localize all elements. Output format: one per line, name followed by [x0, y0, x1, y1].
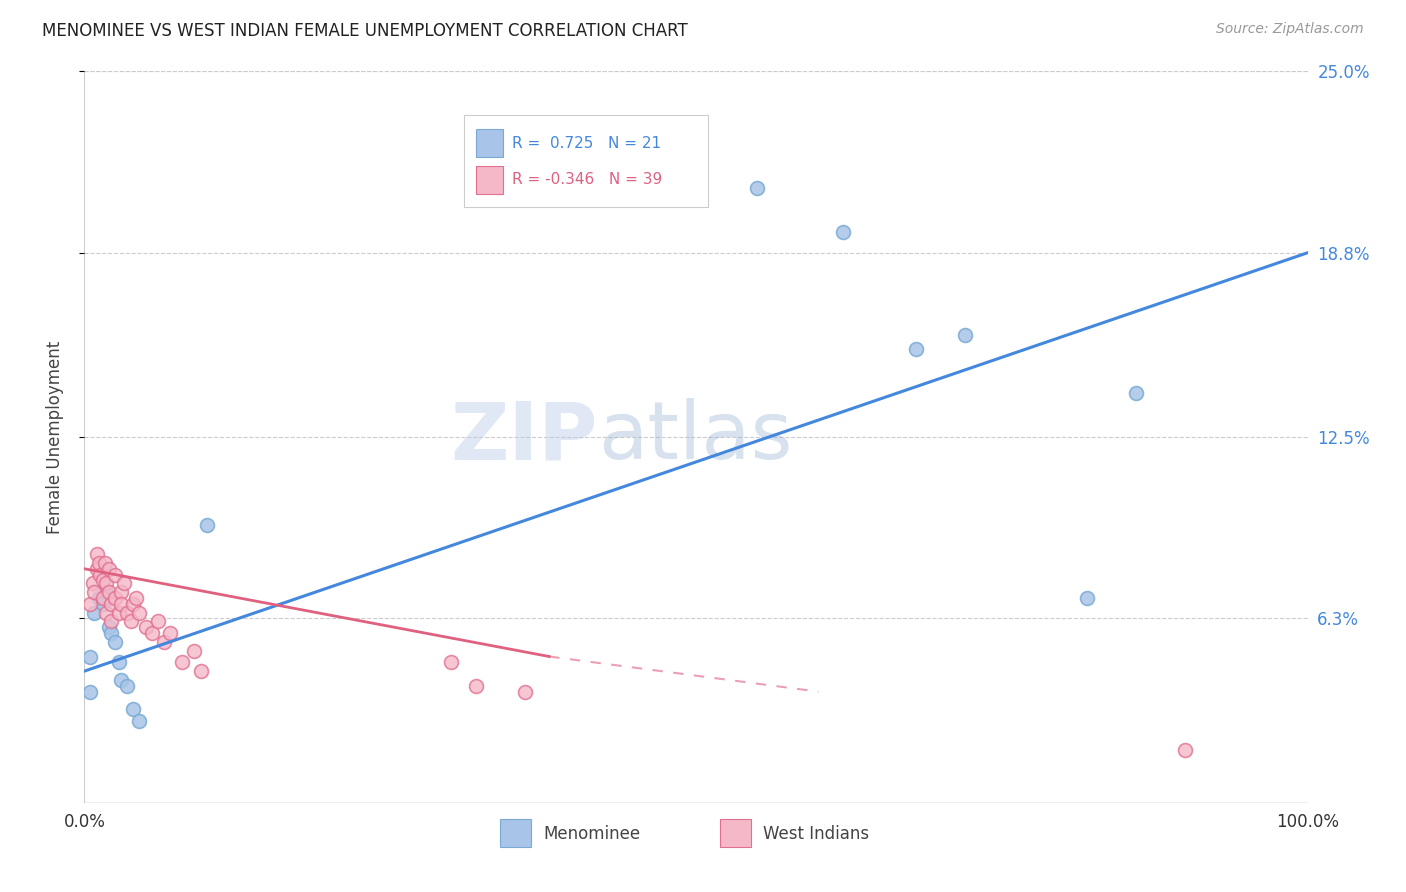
- Y-axis label: Female Unemployment: Female Unemployment: [45, 341, 63, 533]
- Point: [125, 591, 148, 605]
- FancyBboxPatch shape: [475, 166, 503, 194]
- Point: [91, 597, 114, 611]
- Point: [100, 615, 122, 629]
- Point: [97, 620, 120, 634]
- Point: [86, 562, 108, 576]
- Text: MENOMINEE VS WEST INDIAN FEMALE UNEMPLOYMENT CORRELATION CHART: MENOMINEE VS WEST INDIAN FEMALE UNEMPLOY…: [42, 22, 688, 40]
- Point: [183, 643, 205, 657]
- Point: [115, 606, 138, 620]
- Point: [128, 606, 150, 620]
- Point: [96, 585, 118, 599]
- Point: [440, 656, 463, 670]
- Point: [110, 673, 132, 687]
- Point: [100, 597, 122, 611]
- Point: [83, 585, 105, 599]
- FancyBboxPatch shape: [720, 819, 751, 847]
- Point: [110, 585, 132, 599]
- Point: [96, 576, 118, 591]
- FancyBboxPatch shape: [475, 129, 503, 157]
- Point: [146, 615, 169, 629]
- Point: [135, 620, 157, 634]
- Point: [96, 606, 118, 620]
- Point: [91, 574, 114, 588]
- Point: [91, 591, 114, 605]
- Point: [1076, 591, 1098, 605]
- FancyBboxPatch shape: [464, 115, 709, 207]
- Point: [79, 684, 101, 698]
- Point: [79, 597, 101, 611]
- Point: [1174, 743, 1197, 757]
- Point: [115, 679, 138, 693]
- Point: [1125, 386, 1147, 401]
- Point: [100, 626, 122, 640]
- Text: R = -0.346   N = 39: R = -0.346 N = 39: [513, 172, 662, 187]
- Text: Menominee: Menominee: [543, 824, 640, 843]
- Point: [104, 635, 127, 649]
- Point: [141, 626, 163, 640]
- Point: [82, 576, 104, 591]
- Point: [79, 649, 101, 664]
- Text: ZIP: ZIP: [451, 398, 598, 476]
- Point: [120, 615, 142, 629]
- Point: [89, 567, 111, 582]
- Text: atlas: atlas: [598, 398, 793, 476]
- Point: [122, 597, 145, 611]
- Point: [128, 714, 150, 728]
- Point: [953, 327, 976, 342]
- Point: [190, 664, 212, 678]
- Point: [83, 606, 105, 620]
- Point: [97, 562, 120, 576]
- Text: R =  0.725   N = 21: R = 0.725 N = 21: [513, 136, 662, 151]
- FancyBboxPatch shape: [501, 819, 531, 847]
- Point: [104, 567, 127, 582]
- Point: [905, 343, 928, 357]
- Point: [110, 597, 132, 611]
- Point: [86, 547, 108, 561]
- Point: [87, 591, 110, 605]
- Point: [831, 225, 853, 239]
- Point: [172, 656, 194, 670]
- Point: [97, 585, 120, 599]
- Text: West Indians: West Indians: [763, 824, 869, 843]
- Point: [104, 591, 127, 605]
- Point: [122, 702, 145, 716]
- Point: [87, 556, 110, 570]
- Point: [107, 656, 129, 670]
- Point: [107, 606, 129, 620]
- Point: [94, 556, 117, 570]
- Point: [195, 517, 218, 532]
- Point: [513, 684, 536, 698]
- Text: Source: ZipAtlas.com: Source: ZipAtlas.com: [1216, 22, 1364, 37]
- Point: [112, 576, 135, 591]
- Point: [464, 679, 486, 693]
- Point: [159, 626, 181, 640]
- Point: [153, 635, 176, 649]
- Point: [747, 181, 769, 195]
